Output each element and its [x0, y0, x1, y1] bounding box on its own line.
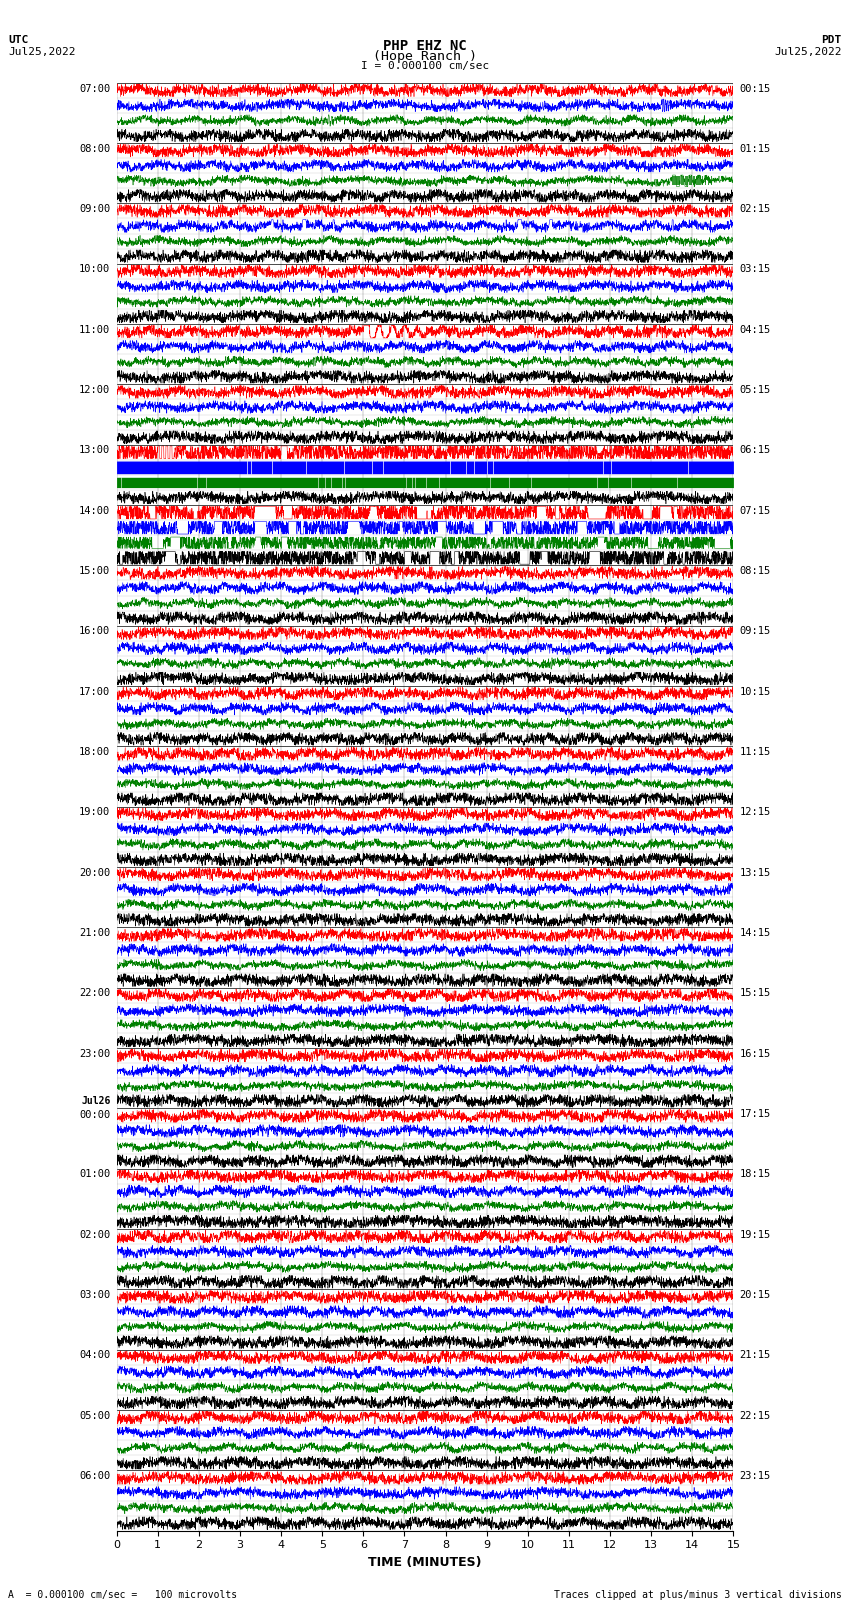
Text: 01:15: 01:15: [740, 144, 771, 153]
Text: 00:00: 00:00: [79, 1110, 110, 1119]
Text: 23:15: 23:15: [740, 1471, 771, 1481]
Text: 09:15: 09:15: [740, 626, 771, 637]
Text: 10:15: 10:15: [740, 687, 771, 697]
Text: 06:15: 06:15: [740, 445, 771, 455]
Text: 04:00: 04:00: [79, 1350, 110, 1360]
Text: Jul25,2022: Jul25,2022: [8, 47, 76, 56]
Text: 03:15: 03:15: [740, 265, 771, 274]
Text: 00:15: 00:15: [740, 84, 771, 94]
Text: 22:15: 22:15: [740, 1411, 771, 1421]
Text: 04:15: 04:15: [740, 324, 771, 336]
Text: 20:00: 20:00: [79, 868, 110, 877]
Text: 11:15: 11:15: [740, 747, 771, 756]
Text: 03:00: 03:00: [79, 1290, 110, 1300]
Text: 07:15: 07:15: [740, 506, 771, 516]
Text: 08:00: 08:00: [79, 144, 110, 153]
Text: Jul26: Jul26: [81, 1097, 110, 1107]
Text: 12:15: 12:15: [740, 808, 771, 818]
Text: 12:00: 12:00: [79, 386, 110, 395]
Text: Traces clipped at plus/minus 3 vertical divisions: Traces clipped at plus/minus 3 vertical …: [553, 1590, 842, 1600]
Text: 18:00: 18:00: [79, 747, 110, 756]
Text: 08:15: 08:15: [740, 566, 771, 576]
X-axis label: TIME (MINUTES): TIME (MINUTES): [368, 1557, 482, 1569]
Text: 10:00: 10:00: [79, 265, 110, 274]
Text: 15:15: 15:15: [740, 989, 771, 998]
Text: 14:15: 14:15: [740, 927, 771, 939]
Text: 13:15: 13:15: [740, 868, 771, 877]
Text: Jul25,2022: Jul25,2022: [774, 47, 842, 56]
Text: A  = 0.000100 cm/sec =   100 microvolts: A = 0.000100 cm/sec = 100 microvolts: [8, 1590, 238, 1600]
Text: 09:00: 09:00: [79, 205, 110, 215]
Text: PHP EHZ NC: PHP EHZ NC: [383, 39, 467, 53]
Text: 16:15: 16:15: [740, 1048, 771, 1058]
Text: 19:00: 19:00: [79, 808, 110, 818]
Text: (Hope Ranch ): (Hope Ranch ): [373, 50, 477, 63]
Text: 05:15: 05:15: [740, 386, 771, 395]
Text: 19:15: 19:15: [740, 1229, 771, 1240]
Text: 23:00: 23:00: [79, 1048, 110, 1058]
Text: 02:15: 02:15: [740, 205, 771, 215]
Text: 22:00: 22:00: [79, 989, 110, 998]
Text: 15:00: 15:00: [79, 566, 110, 576]
Text: 21:00: 21:00: [79, 927, 110, 939]
Text: 02:00: 02:00: [79, 1229, 110, 1240]
Text: 18:15: 18:15: [740, 1169, 771, 1179]
Text: 17:15: 17:15: [740, 1110, 771, 1119]
Text: 07:00: 07:00: [79, 84, 110, 94]
Text: 05:00: 05:00: [79, 1411, 110, 1421]
Text: 01:00: 01:00: [79, 1169, 110, 1179]
Text: 20:15: 20:15: [740, 1290, 771, 1300]
Text: 13:00: 13:00: [79, 445, 110, 455]
Text: 17:00: 17:00: [79, 687, 110, 697]
Text: UTC: UTC: [8, 35, 29, 45]
Text: 14:00: 14:00: [79, 506, 110, 516]
Text: I = 0.000100 cm/sec: I = 0.000100 cm/sec: [361, 61, 489, 71]
Text: 11:00: 11:00: [79, 324, 110, 336]
Text: 06:00: 06:00: [79, 1471, 110, 1481]
Text: PDT: PDT: [821, 35, 842, 45]
Text: 21:15: 21:15: [740, 1350, 771, 1360]
Text: 16:00: 16:00: [79, 626, 110, 637]
